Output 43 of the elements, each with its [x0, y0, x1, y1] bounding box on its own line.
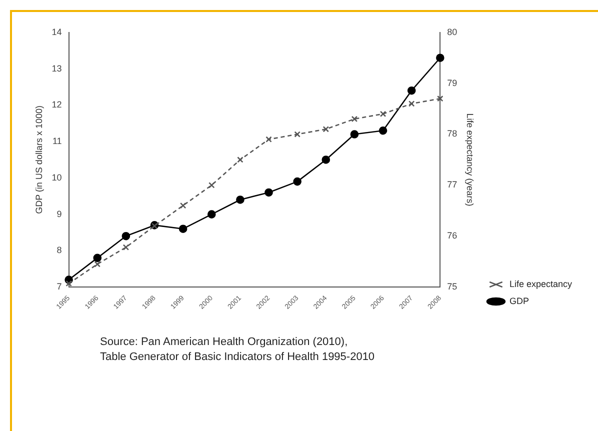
legend-label: Life expectancy: [509, 278, 572, 289]
point: [437, 95, 444, 102]
point: [208, 182, 215, 188]
point: [264, 188, 273, 197]
y-tick-label: 7: [56, 282, 62, 292]
y2-tick-label: 77: [447, 180, 458, 190]
y-axis-title: GDP (in US dollars x 1000): [34, 106, 44, 214]
point: [294, 131, 300, 138]
y-tick-label: 8: [56, 245, 62, 256]
point: [236, 196, 244, 204]
point: [237, 156, 244, 163]
point: [322, 156, 330, 164]
point: [322, 126, 330, 132]
point: [94, 261, 100, 268]
point: [266, 136, 272, 142]
y-tick-label: 14: [52, 26, 62, 37]
point: [180, 202, 186, 209]
y2-tick-label: 76: [447, 230, 458, 241]
y2-tick-label: 75: [447, 282, 458, 292]
point: [122, 244, 130, 250]
point: [178, 224, 188, 233]
y-tick-label: 12: [52, 100, 62, 110]
point: [207, 210, 216, 218]
y2-tick-label: 78: [447, 128, 458, 139]
point: [378, 126, 388, 135]
source-note: Source: Pan American Health Organization (2010), Table Generator of Basic Indicators of Health 1995-2010: [100, 335, 375, 365]
point: [436, 54, 444, 62]
y-tick-label: 13: [52, 63, 62, 74]
y2-axis-title: Life expectancy (years): [465, 113, 476, 206]
point: [122, 232, 130, 240]
point: [408, 100, 415, 107]
point: [380, 110, 386, 118]
legend-label: GDP: [509, 296, 529, 306]
y-tick-label: 9: [56, 208, 62, 219]
point: [350, 130, 359, 138]
point: [407, 86, 416, 95]
point: [351, 116, 358, 122]
y2-tick-label: 80: [447, 26, 458, 37]
point: [293, 177, 302, 186]
y-tick-label: 10: [52, 172, 62, 182]
y-tick-label: 11: [52, 136, 62, 146]
y2-tick-label: 79: [447, 78, 458, 88]
point: [93, 254, 102, 262]
